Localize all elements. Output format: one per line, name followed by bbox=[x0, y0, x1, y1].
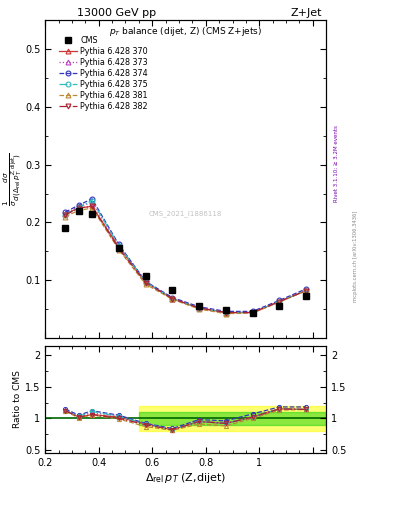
X-axis label: $\Delta_{\rm rel}\,p_T$ (Z,dijet): $\Delta_{\rm rel}\,p_T$ (Z,dijet) bbox=[145, 471, 226, 485]
Pythia 6.428 381 bbox=[277, 299, 282, 305]
Pythia 6.428 370 bbox=[76, 205, 81, 211]
Line: Pythia 6.428 381: Pythia 6.428 381 bbox=[63, 206, 309, 316]
Pythia 6.428 381 bbox=[63, 214, 68, 220]
Pythia 6.428 374 bbox=[63, 209, 68, 215]
Text: CMS_2021_I1886118: CMS_2021_I1886118 bbox=[149, 211, 222, 218]
Pythia 6.428 373 bbox=[63, 211, 68, 217]
Text: 13000 GeV pp: 13000 GeV pp bbox=[77, 8, 156, 18]
Pythia 6.428 373 bbox=[197, 305, 202, 311]
Pythia 6.428 373 bbox=[304, 288, 309, 294]
CMS bbox=[197, 303, 202, 309]
CMS bbox=[143, 273, 148, 279]
Pythia 6.428 381 bbox=[224, 311, 228, 317]
Line: Pythia 6.428 382: Pythia 6.428 382 bbox=[63, 204, 309, 315]
Pythia 6.428 373 bbox=[90, 200, 94, 206]
Pythia 6.428 381 bbox=[76, 207, 81, 214]
Pythia 6.428 373 bbox=[277, 298, 282, 305]
Pythia 6.428 374 bbox=[76, 202, 81, 208]
Pythia 6.428 381 bbox=[116, 247, 121, 253]
Pythia 6.428 375 bbox=[170, 295, 174, 302]
Pythia 6.428 375 bbox=[250, 309, 255, 315]
Pythia 6.428 374 bbox=[224, 308, 228, 314]
Pythia 6.428 374 bbox=[170, 294, 174, 301]
CMS bbox=[76, 208, 81, 214]
Pythia 6.428 381 bbox=[143, 281, 148, 287]
Pythia 6.428 382 bbox=[224, 309, 228, 315]
Pythia 6.428 375 bbox=[304, 288, 309, 294]
Pythia 6.428 373 bbox=[250, 309, 255, 315]
Pythia 6.428 381 bbox=[90, 205, 94, 211]
Pythia 6.428 370 bbox=[170, 295, 174, 302]
Pythia 6.428 375 bbox=[277, 298, 282, 305]
Pythia 6.428 373 bbox=[170, 295, 174, 302]
Pythia 6.428 370 bbox=[277, 298, 282, 305]
Pythia 6.428 373 bbox=[116, 242, 121, 248]
Pythia 6.428 375 bbox=[224, 309, 228, 315]
Pythia 6.428 382 bbox=[143, 280, 148, 286]
Pythia 6.428 370 bbox=[63, 211, 68, 217]
Pythia 6.428 373 bbox=[143, 279, 148, 285]
Pythia 6.428 381 bbox=[250, 310, 255, 316]
Pythia 6.428 375 bbox=[116, 243, 121, 249]
Line: Pythia 6.428 374: Pythia 6.428 374 bbox=[63, 197, 309, 314]
Pythia 6.428 374 bbox=[304, 286, 309, 292]
Pythia 6.428 375 bbox=[76, 204, 81, 210]
Text: Z+Jet: Z+Jet bbox=[291, 8, 322, 18]
Line: CMS: CMS bbox=[62, 208, 309, 316]
Pythia 6.428 382 bbox=[63, 212, 68, 218]
Pythia 6.428 374 bbox=[250, 308, 255, 314]
Pythia 6.428 373 bbox=[76, 203, 81, 209]
CMS bbox=[224, 307, 228, 313]
Pythia 6.428 382 bbox=[250, 309, 255, 315]
Text: mcplots.cern.ch [arXiv:1306.3436]: mcplots.cern.ch [arXiv:1306.3436] bbox=[353, 210, 358, 302]
Bar bbox=[139, 412, 326, 424]
Pythia 6.428 370 bbox=[197, 305, 202, 311]
Pythia 6.428 381 bbox=[170, 296, 174, 302]
Pythia 6.428 382 bbox=[277, 298, 282, 305]
Text: $p_T$ balance (dijet, Z) (CMS Z+jets): $p_T$ balance (dijet, Z) (CMS Z+jets) bbox=[109, 25, 263, 38]
Line: Pythia 6.428 373: Pythia 6.428 373 bbox=[63, 200, 309, 315]
CMS bbox=[63, 225, 68, 231]
CMS bbox=[277, 303, 282, 309]
Y-axis label: $\frac{1}{\sigma}\frac{d\sigma}{d(\Delta_{\rm rel}\,p_T^{Z,\rm dijet})}$: $\frac{1}{\sigma}\frac{d\sigma}{d(\Delta… bbox=[1, 153, 24, 206]
CMS bbox=[170, 287, 174, 293]
Pythia 6.428 375 bbox=[63, 212, 68, 218]
Y-axis label: Ratio to CMS: Ratio to CMS bbox=[13, 370, 22, 429]
Pythia 6.428 374 bbox=[277, 297, 282, 304]
Pythia 6.428 381 bbox=[304, 288, 309, 294]
Pythia 6.428 382 bbox=[90, 203, 94, 209]
CMS bbox=[116, 245, 121, 251]
Pythia 6.428 373 bbox=[224, 309, 228, 315]
Text: Rivet 3.1.10; ≥ 3.2M events: Rivet 3.1.10; ≥ 3.2M events bbox=[334, 125, 338, 202]
CMS bbox=[250, 310, 255, 316]
CMS bbox=[304, 293, 309, 300]
Pythia 6.428 370 bbox=[250, 309, 255, 315]
Pythia 6.428 370 bbox=[116, 244, 121, 250]
Pythia 6.428 370 bbox=[143, 279, 148, 285]
CMS bbox=[90, 211, 94, 217]
Bar bbox=[139, 406, 326, 431]
Pythia 6.428 370 bbox=[224, 309, 228, 315]
Pythia 6.428 382 bbox=[116, 245, 121, 251]
Pythia 6.428 374 bbox=[197, 304, 202, 310]
Pythia 6.428 381 bbox=[197, 306, 202, 312]
Pythia 6.428 374 bbox=[143, 279, 148, 285]
Pythia 6.428 374 bbox=[116, 241, 121, 247]
Pythia 6.428 382 bbox=[76, 205, 81, 211]
Line: Pythia 6.428 370: Pythia 6.428 370 bbox=[63, 204, 309, 315]
Pythia 6.428 375 bbox=[90, 198, 94, 204]
Legend: CMS, Pythia 6.428 370, Pythia 6.428 373, Pythia 6.428 374, Pythia 6.428 375, Pyt: CMS, Pythia 6.428 370, Pythia 6.428 373,… bbox=[58, 34, 150, 112]
Pythia 6.428 370 bbox=[90, 203, 94, 209]
Pythia 6.428 382 bbox=[304, 288, 309, 294]
Pythia 6.428 375 bbox=[143, 279, 148, 285]
Pythia 6.428 370 bbox=[304, 288, 309, 294]
Pythia 6.428 382 bbox=[197, 305, 202, 311]
Pythia 6.428 375 bbox=[197, 305, 202, 311]
Line: Pythia 6.428 375: Pythia 6.428 375 bbox=[63, 198, 309, 315]
Pythia 6.428 374 bbox=[90, 196, 94, 202]
Pythia 6.428 382 bbox=[170, 295, 174, 302]
